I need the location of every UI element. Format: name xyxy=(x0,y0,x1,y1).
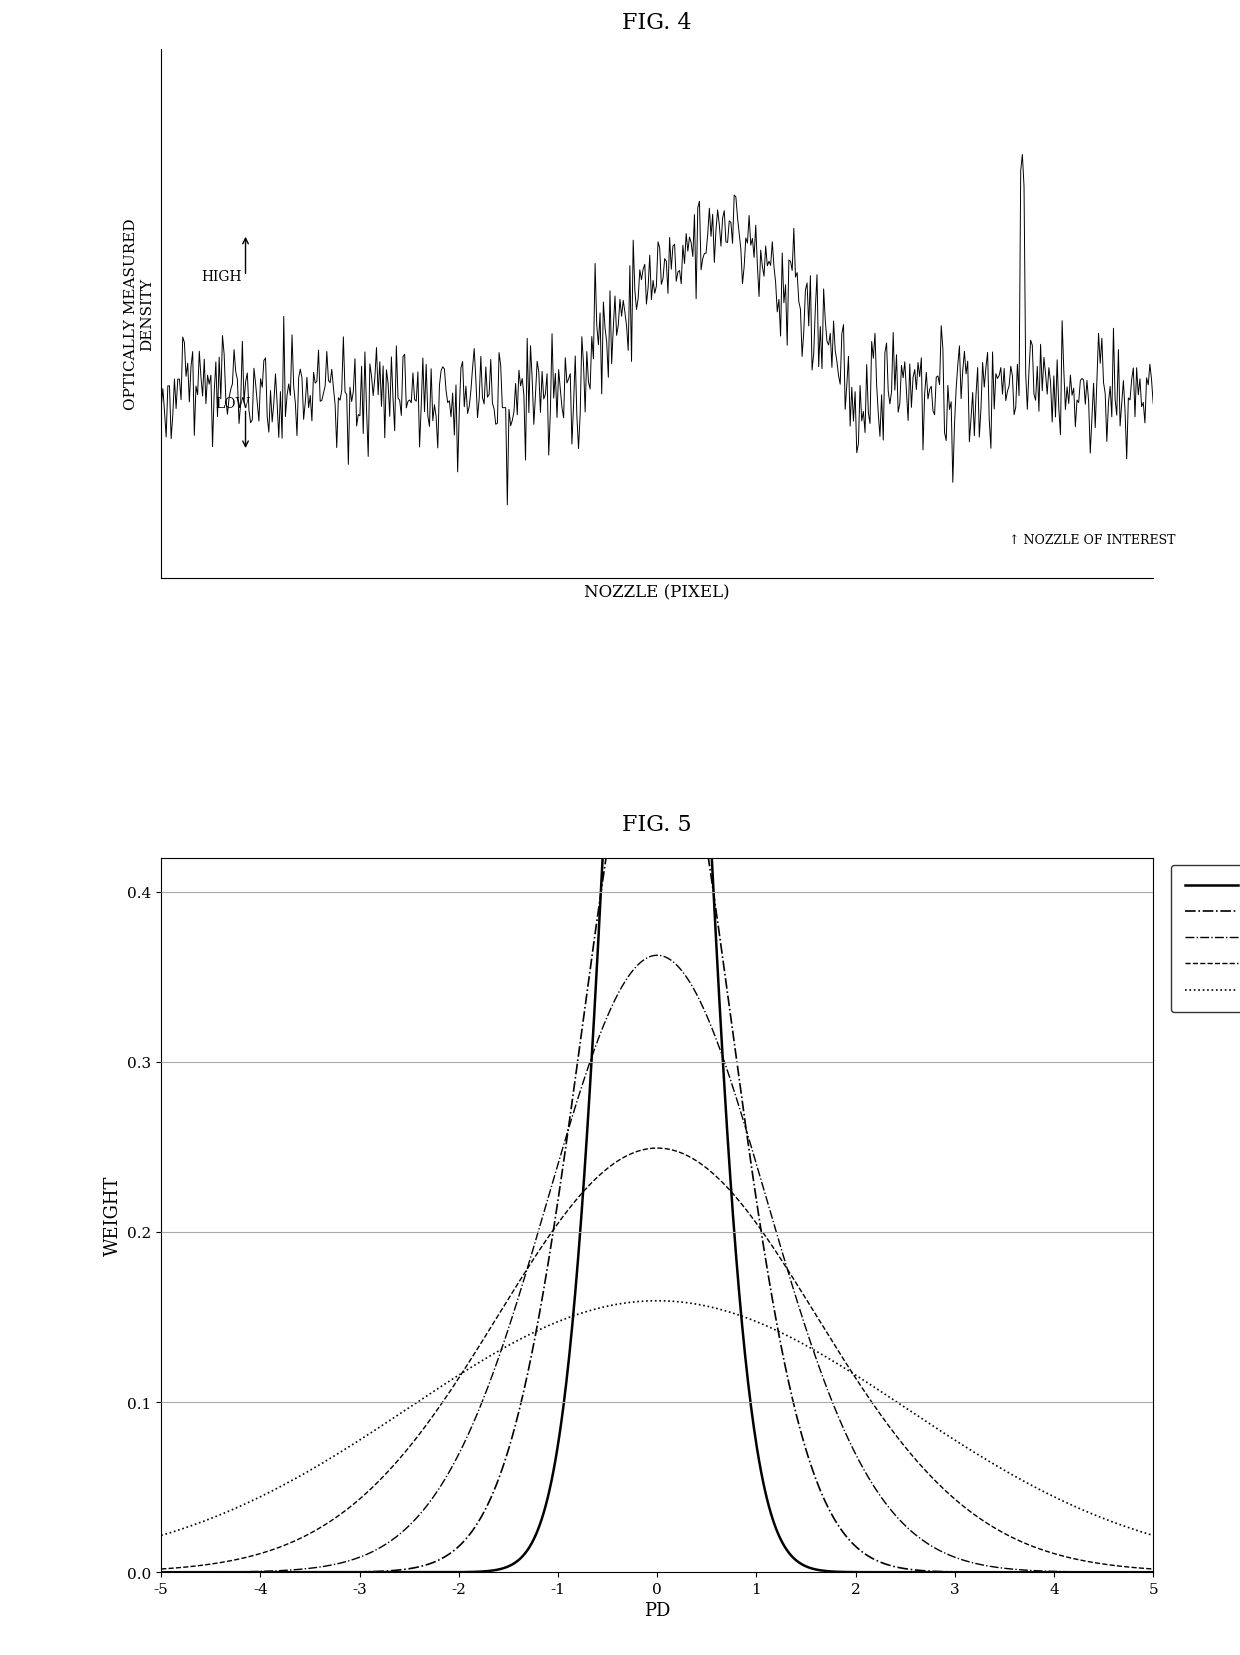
Line: C: C xyxy=(161,955,1153,1572)
E xyxy=(556,1405,570,1425)
D xyxy=(1146,1562,1161,1582)
Text: LOW: LOW xyxy=(216,397,250,410)
X-axis label: NOZZLE (PIXEL): NOZZLE (PIXEL) xyxy=(584,584,730,601)
C xyxy=(836,1418,851,1438)
B xyxy=(946,1488,961,1508)
B xyxy=(255,1542,270,1562)
E xyxy=(929,1562,944,1582)
A xyxy=(1146,1526,1161,1546)
E xyxy=(650,55,665,74)
B xyxy=(590,1167,605,1187)
Y-axis label: OPTICALLY MEASURED
DENSITY: OPTICALLY MEASURED DENSITY xyxy=(124,218,154,410)
D xyxy=(946,1562,961,1582)
Text: HIGH: HIGH xyxy=(201,270,242,285)
Line: D: D xyxy=(161,669,1153,1572)
B xyxy=(929,1471,944,1491)
Line: B: B xyxy=(161,1149,1153,1569)
A xyxy=(929,1418,944,1438)
E xyxy=(590,935,605,955)
D xyxy=(154,1562,169,1582)
E xyxy=(836,1562,851,1582)
Y-axis label: WEIGHT: WEIGHT xyxy=(104,1175,122,1256)
E xyxy=(154,1562,169,1582)
Title: FIG. 4: FIG. 4 xyxy=(622,12,692,33)
D xyxy=(590,902,605,922)
C xyxy=(590,1029,605,1049)
B xyxy=(650,1139,665,1158)
D xyxy=(929,1562,944,1582)
X-axis label: PD: PD xyxy=(644,1602,671,1620)
C xyxy=(650,945,665,965)
E xyxy=(1146,1562,1161,1582)
C xyxy=(946,1547,961,1567)
A xyxy=(556,1311,570,1331)
E xyxy=(946,1562,961,1582)
B xyxy=(836,1349,851,1369)
A xyxy=(154,1526,169,1546)
D xyxy=(650,659,665,679)
B xyxy=(1146,1559,1161,1579)
Line: A: A xyxy=(161,1301,1153,1536)
D xyxy=(836,1523,851,1542)
B xyxy=(556,1208,570,1228)
D xyxy=(255,1562,270,1582)
C xyxy=(255,1561,270,1581)
Legend: E, D, C, B, A: E, D, C, B, A xyxy=(1171,866,1240,1013)
A xyxy=(946,1430,961,1450)
A xyxy=(590,1299,605,1319)
A xyxy=(650,1291,665,1311)
A xyxy=(836,1357,851,1377)
D xyxy=(556,1160,570,1180)
B xyxy=(154,1559,169,1579)
Text: ↑ NOZZLE OF INTEREST: ↑ NOZZLE OF INTEREST xyxy=(1009,535,1176,546)
C xyxy=(1146,1562,1161,1582)
E xyxy=(255,1562,270,1582)
C xyxy=(556,1140,570,1160)
Title: FIG. 5: FIG. 5 xyxy=(622,814,692,836)
C xyxy=(929,1539,944,1559)
Line: E: E xyxy=(161,65,1153,1572)
A xyxy=(255,1486,270,1506)
C xyxy=(154,1562,169,1582)
